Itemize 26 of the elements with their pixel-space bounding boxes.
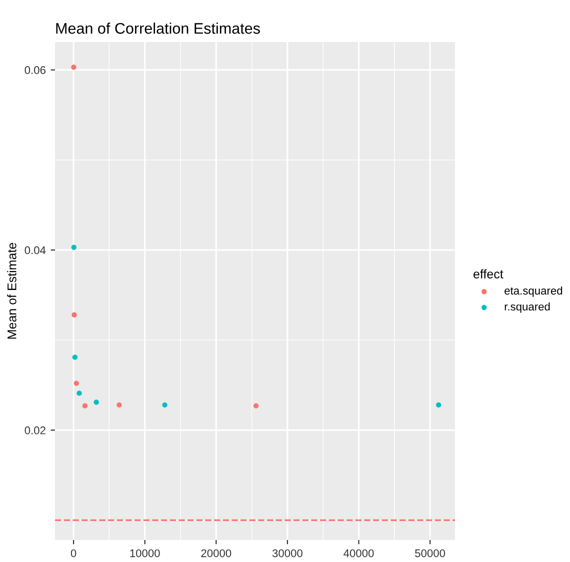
point (116, 402, 122, 408)
y-tick-label: 0.06 (24, 66, 46, 74)
y-axis-title: Mean of Estimate (7, 242, 16, 339)
point (74, 380, 79, 386)
point (72, 354, 78, 360)
point (253, 403, 259, 408)
legend-label: eta.squared (504, 286, 562, 297)
point (71, 244, 76, 250)
x-tick-label: 30000 (272, 549, 302, 558)
point (71, 64, 76, 70)
legend-title: effect (474, 269, 504, 278)
x-tick-label: 50000 (415, 549, 446, 558)
x-tick-label: 10000 (130, 549, 160, 558)
chart-title: Mean of Correlation Estimates (56, 22, 260, 34)
point (72, 312, 77, 318)
point (76, 390, 82, 396)
y-tick-label: 0.04 (24, 246, 46, 254)
point (82, 403, 88, 408)
point (94, 400, 99, 405)
point (162, 402, 168, 408)
legend-label: r.squared (504, 302, 550, 313)
x-tick-label: 40000 (344, 549, 374, 558)
x-tick-label: 20000 (201, 549, 232, 558)
y-tick-label: 0.02 (24, 426, 46, 434)
point (436, 402, 442, 408)
x-tick-label: 0 (70, 549, 76, 558)
